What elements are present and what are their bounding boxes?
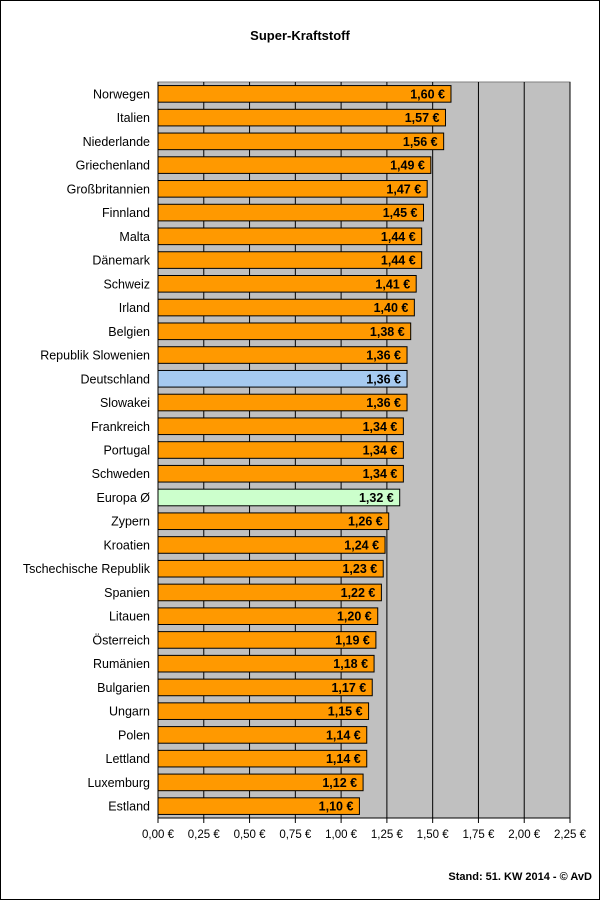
value-label: 1,36 €	[366, 372, 401, 386]
x-tick-label: 2,25 €	[554, 829, 587, 841]
category-label: Schweiz	[103, 277, 150, 291]
category-label: Dänemark	[92, 254, 150, 268]
category-label: Österreich	[92, 633, 150, 647]
value-label: 1,44 €	[381, 230, 416, 244]
value-label: 1,32 €	[359, 491, 394, 505]
category-label: Großbritannien	[67, 182, 150, 196]
value-label: 1,19 €	[335, 633, 370, 647]
category-label: Deutschland	[81, 372, 151, 386]
x-tick-label: 0,00 €	[142, 829, 175, 841]
category-label: Litauen	[109, 610, 150, 624]
category-label: Italien	[117, 111, 150, 125]
value-label: 1,15 €	[328, 705, 363, 719]
category-label: Slowakei	[100, 396, 150, 410]
value-label: 1,36 €	[366, 396, 401, 410]
value-label: 1,34 €	[363, 444, 398, 458]
category-label: Zypern	[111, 515, 150, 529]
value-label: 1,20 €	[337, 610, 372, 624]
value-label: 1,60 €	[410, 87, 445, 101]
category-label: Bulgarien	[97, 681, 150, 695]
x-tick-label: 2,00 €	[508, 829, 541, 841]
category-label: Ungarn	[109, 705, 150, 719]
x-tick-label: 0,75 €	[279, 829, 312, 841]
value-label: 1,36 €	[366, 349, 401, 363]
x-tick-label: 1,50 €	[417, 829, 450, 841]
value-label: 1,56 €	[403, 135, 438, 149]
category-label: Portugal	[103, 444, 150, 458]
bar	[157, 108, 446, 127]
category-label: Spanien	[104, 586, 150, 600]
category-label: Finnland	[102, 206, 150, 220]
x-tick-label: 1,00 €	[325, 829, 358, 841]
value-label: 1,14 €	[326, 752, 361, 766]
category-label: Irland	[119, 301, 150, 315]
category-label: Lettland	[106, 752, 151, 766]
category-label: Schweden	[92, 467, 150, 481]
category-label: Polen	[118, 728, 150, 742]
value-label: 1,17 €	[331, 681, 366, 695]
category-label: Republik Slowenien	[40, 349, 150, 363]
value-label: 1,34 €	[363, 467, 398, 481]
value-label: 1,24 €	[344, 538, 379, 552]
value-label: 1,14 €	[326, 728, 361, 742]
value-label: 1,40 €	[374, 301, 409, 315]
value-label: 1,18 €	[333, 657, 368, 671]
value-label: 1,23 €	[342, 562, 377, 576]
category-label: Luxemburg	[87, 776, 150, 790]
bar	[157, 85, 452, 103]
category-label: Niederlande	[83, 135, 150, 149]
category-label: Estland	[108, 800, 150, 814]
value-label: 1,38 €	[370, 325, 405, 339]
category-label: Europa Ø	[96, 491, 150, 505]
value-label: 1,12 €	[322, 776, 357, 790]
x-tick-label: 0,25 €	[188, 829, 221, 841]
value-label: 1,57 €	[405, 111, 440, 125]
x-tick-label: 1,25 €	[371, 829, 404, 841]
category-label: Malta	[119, 230, 150, 244]
category-label: Norwegen	[93, 87, 150, 101]
category-label: Frankreich	[91, 420, 150, 434]
footer-note: Stand: 51. KW 2014 - © AvD	[448, 871, 592, 883]
value-label: 1,49 €	[390, 159, 425, 173]
category-label: Kroatien	[103, 538, 150, 552]
x-tick-label: 1,75 €	[462, 829, 495, 841]
x-tick-label: 0,50 €	[234, 829, 267, 841]
value-label: 1,22 €	[341, 586, 376, 600]
value-label: 1,26 €	[348, 515, 383, 529]
value-label: 1,34 €	[363, 420, 398, 434]
value-label: 1,10 €	[319, 800, 354, 814]
category-label: Belgien	[108, 325, 150, 339]
chart-title: Super-Kraftstoff	[250, 28, 350, 43]
category-label: Rumänien	[93, 657, 150, 671]
value-label: 1,45 €	[383, 206, 418, 220]
bar	[157, 132, 445, 151]
category-label: Griechenland	[76, 159, 150, 173]
value-label: 1,41 €	[375, 277, 410, 291]
category-label: Tschechische Republik	[23, 562, 151, 576]
value-label: 1,44 €	[381, 254, 416, 268]
value-label: 1,47 €	[386, 182, 421, 196]
